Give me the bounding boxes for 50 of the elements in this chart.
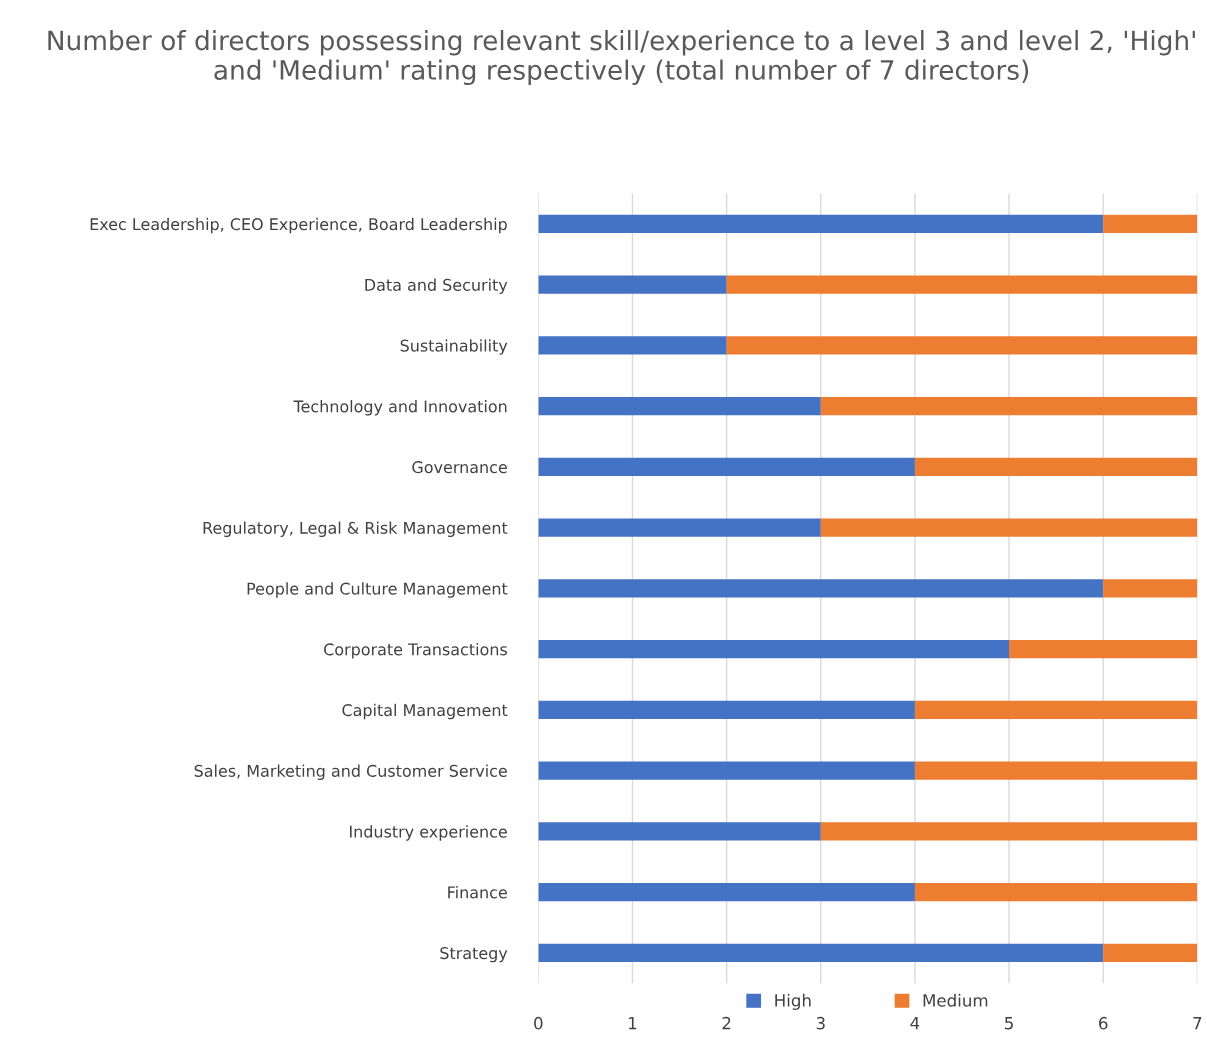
bar: [1009, 640, 1198, 659]
legend-label: Medium: [923, 993, 988, 1007]
chart-title: Number of directors possessing relevant skill/experience to a level 3 and level 2, 'High' and 'Medium' rating respectively (total number of 7 directors): [48, 29, 1195, 86]
y-tick-label: Regulatory, Legal & Risk Management: [203, 521, 508, 538]
y-tick-label: Exec Leadership, CEO Experience, Board Leadership: [90, 217, 507, 234]
x-tick-label: 7: [1193, 1017, 1202, 1030]
bar: [1103, 214, 1198, 233]
y-tick-label: Technology and Innovation: [293, 400, 507, 416]
bar: [1103, 579, 1198, 598]
bar: [538, 640, 1010, 659]
y-tick-label: Data and Security: [365, 278, 508, 295]
x-tick-label: 5: [1005, 1017, 1013, 1030]
x-tick-label: 0: [534, 1016, 543, 1030]
bar: [538, 579, 1104, 598]
x-tick-label: 6: [1099, 1016, 1108, 1030]
bar: [914, 761, 1198, 780]
y-tick-label: Industry experience: [350, 825, 507, 841]
y-tick-label: Capital Management: [342, 703, 508, 720]
bar: [538, 822, 821, 841]
bar: [538, 397, 821, 416]
y-tick-label: Sales, Marketing and Customer Service: [194, 764, 507, 781]
x-tick-label: 4: [910, 1017, 920, 1030]
bar: [538, 700, 915, 719]
bar: [1103, 943, 1198, 962]
y-tick-label: Strategy: [440, 947, 508, 963]
bar: [538, 275, 727, 294]
y-tick-label: Corporate Transactions: [324, 643, 507, 659]
y-tick-label: Finance: [448, 886, 507, 899]
bar: [820, 397, 1198, 416]
bar: [538, 336, 727, 355]
x-tick-label: 3: [816, 1016, 825, 1030]
y-tick-label: People and Culture Management: [247, 582, 508, 598]
legend-label: High: [775, 993, 811, 1010]
bar: [726, 275, 1198, 294]
bar: [538, 883, 915, 902]
bar: [538, 518, 821, 537]
x-tick-label: 1: [629, 1017, 637, 1030]
bar: [914, 883, 1198, 902]
bar: [914, 700, 1198, 719]
x-tick-label: 2: [722, 1016, 731, 1030]
bar: [538, 761, 915, 780]
y-tick-label: Governance: [412, 461, 507, 474]
bar: [726, 336, 1198, 355]
bar: [538, 457, 915, 476]
bar: [820, 822, 1198, 841]
bar: [538, 214, 1104, 233]
bar: [914, 457, 1198, 476]
bar: [820, 518, 1198, 537]
bar: [538, 943, 1104, 962]
y-tick-label: Sustainability: [400, 339, 508, 355]
